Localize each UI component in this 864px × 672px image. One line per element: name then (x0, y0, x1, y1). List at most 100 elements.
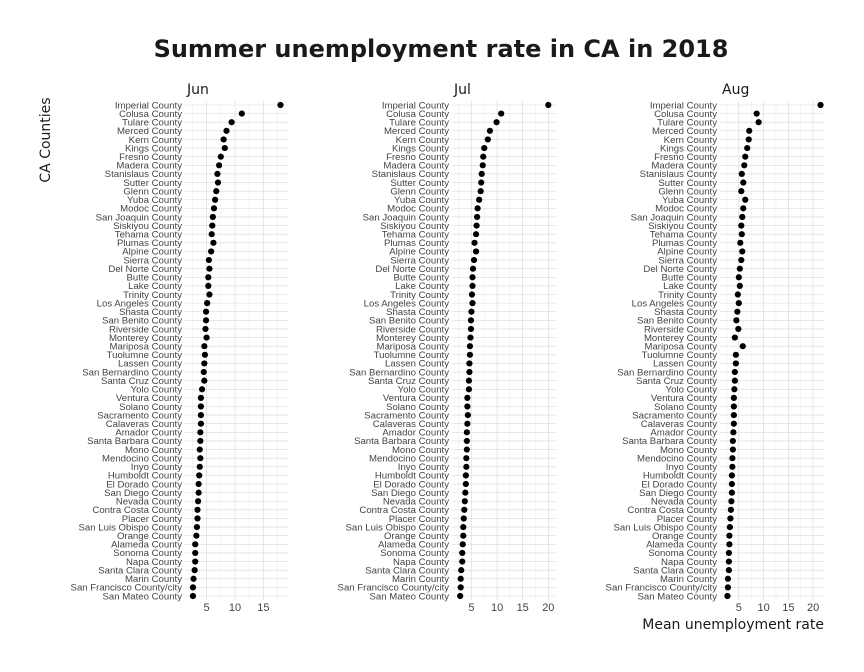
data-point (462, 480, 469, 488)
county-label: Siskiyou County (113, 221, 182, 232)
data-point (472, 248, 480, 255)
data-point (730, 394, 737, 401)
county-label: Monterey County (109, 333, 182, 344)
county-label: Yolo County (398, 385, 450, 396)
data-point (469, 300, 476, 307)
data-point (197, 455, 204, 462)
county-label: Nevada County (116, 497, 182, 508)
county-label: San Bernardino County (617, 367, 717, 378)
county-label: Marin County (660, 574, 717, 585)
county-label: Siskiyou County (648, 221, 717, 232)
county-label: Sonoma County (380, 548, 449, 559)
data-point (201, 360, 208, 367)
data-point (192, 541, 199, 548)
county-label: San Diego County (104, 488, 182, 499)
data-point (467, 334, 474, 341)
data-point (738, 170, 745, 178)
county-label: Del Norte County (108, 264, 182, 275)
county-label: El Dorado County (641, 479, 717, 490)
data-point (202, 325, 209, 333)
county-label: Stanislaus County (372, 169, 450, 180)
county-label: Placer County (389, 514, 449, 525)
county-label: Contra Costa County (92, 505, 182, 516)
county-label: Orange County (117, 531, 182, 542)
data-point (200, 368, 207, 376)
county-label: Butte County (127, 273, 183, 284)
data-point (457, 584, 464, 591)
x-tick-label: 10 (757, 602, 769, 614)
county-label: Sacramento County (632, 410, 717, 421)
county-label: Butte County (394, 273, 450, 284)
county-label: Tuolumne County (374, 350, 450, 361)
data-point (735, 300, 742, 307)
data-point (197, 412, 205, 419)
x-tick-label: 15 (782, 602, 794, 614)
data-point (742, 196, 749, 203)
data-point (464, 403, 471, 410)
data-point (726, 541, 733, 548)
data-point (545, 101, 552, 109)
data-point (471, 239, 478, 246)
data-point (469, 274, 476, 281)
data-point (209, 222, 216, 229)
data-point (459, 549, 466, 557)
data-point (208, 231, 215, 238)
county-label: Shasta County (119, 307, 182, 318)
data-point (728, 498, 735, 505)
county-label: Alameda County (378, 540, 449, 551)
county-label: Sierra County (658, 255, 717, 266)
county-label: Tehama County (115, 230, 182, 241)
data-point (194, 498, 202, 505)
county-label: Modoc County (655, 204, 717, 215)
data-point (726, 532, 733, 539)
data-point (208, 248, 215, 255)
data-point (742, 153, 749, 160)
data-point (201, 343, 208, 350)
county-label: Stanislaus County (640, 169, 718, 180)
data-point (457, 592, 464, 600)
county-label: Sutter County (390, 178, 449, 189)
data-point (731, 334, 738, 341)
county-label: Yuba County (394, 195, 449, 206)
county-label: Lake County (663, 281, 717, 292)
county-label: Nevada County (383, 497, 449, 508)
county-label: San Bernardino County (349, 367, 449, 378)
county-label: Modoc County (387, 204, 449, 215)
county-label: Kings County (660, 143, 717, 154)
data-point (457, 575, 464, 582)
data-point (463, 437, 470, 445)
data-point (479, 162, 486, 169)
county-label: San Francisco County/city (606, 583, 718, 594)
county-label: Nevada County (651, 497, 717, 508)
county-label: Imperial County (382, 100, 449, 111)
data-point (745, 136, 752, 143)
county-label: Fresno County (119, 152, 182, 163)
data-point (740, 179, 747, 186)
data-point (474, 205, 481, 212)
county-label: Fresno County (386, 152, 449, 163)
county-label: Kings County (125, 143, 182, 154)
county-label: Glenn County (658, 186, 717, 197)
data-point (725, 567, 733, 574)
data-point (468, 291, 476, 298)
data-point (728, 480, 735, 488)
county-label: Kings County (392, 143, 449, 154)
data-point (726, 523, 734, 531)
data-point (468, 308, 475, 315)
data-point (209, 213, 216, 221)
county-label: Mendocino County (637, 453, 717, 464)
county-label: San Diego County (639, 488, 717, 499)
facet-label: Jul (453, 82, 471, 98)
data-point (466, 343, 474, 350)
data-point (196, 472, 203, 479)
county-label: Orange County (384, 531, 449, 542)
x-tick-label: 5 (204, 602, 210, 614)
data-point (732, 360, 739, 367)
x-tick-label: 15 (257, 602, 269, 614)
data-point (205, 256, 212, 264)
county-label: Yolo County (131, 385, 183, 396)
data-point (741, 162, 748, 169)
county-label: Mono County (660, 445, 717, 456)
county-label: Calaveras County (373, 419, 449, 430)
